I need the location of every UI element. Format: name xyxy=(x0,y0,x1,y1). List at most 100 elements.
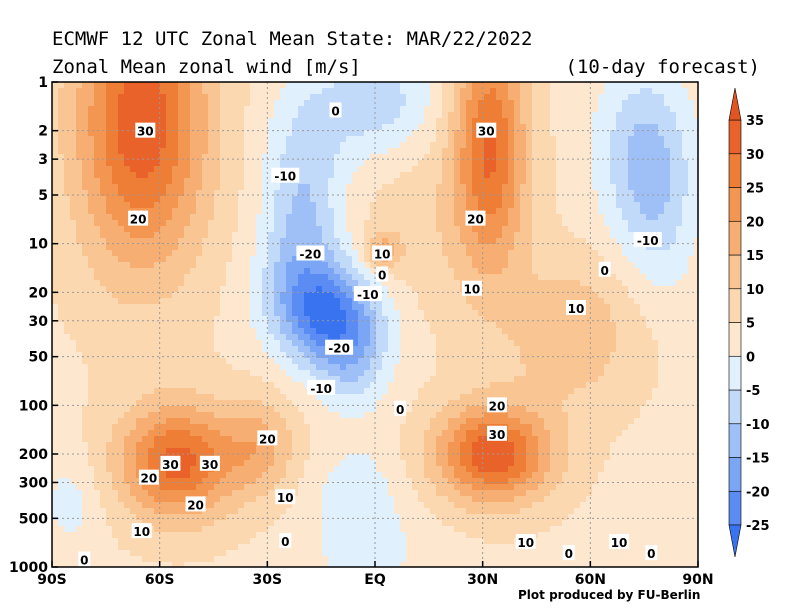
field-cell xyxy=(340,520,347,527)
field-cell xyxy=(94,268,101,275)
field-cell xyxy=(316,526,323,533)
field-cell xyxy=(130,346,137,353)
field-cell xyxy=(166,496,173,503)
field-cell xyxy=(214,190,221,197)
field-cell xyxy=(106,544,113,551)
field-cell xyxy=(268,484,275,491)
field-cell xyxy=(100,430,107,437)
field-cell xyxy=(340,262,347,269)
field-cell xyxy=(112,166,119,173)
field-cell xyxy=(364,178,371,185)
field-cell xyxy=(64,352,71,359)
field-cell xyxy=(166,238,173,245)
field-cell xyxy=(256,400,263,407)
field-cell xyxy=(70,184,77,191)
field-cell xyxy=(250,526,257,533)
field-cell xyxy=(58,232,65,239)
field-cell xyxy=(316,430,323,437)
field-cell xyxy=(106,292,113,299)
field-cell xyxy=(298,406,305,413)
field-cell xyxy=(100,382,107,389)
field-cell xyxy=(160,256,167,263)
field-cell xyxy=(142,250,149,257)
field-cell xyxy=(94,124,101,131)
field-cell xyxy=(280,514,287,521)
field-cell xyxy=(406,112,413,119)
field-cell xyxy=(208,520,215,527)
field-cell xyxy=(226,268,233,275)
field-cell xyxy=(118,208,125,215)
field-cell xyxy=(232,88,239,95)
field-cell xyxy=(322,118,329,125)
field-cell xyxy=(208,286,215,293)
field-cell xyxy=(226,262,233,269)
field-cell xyxy=(88,496,95,503)
field-cell xyxy=(76,472,83,479)
field-cell xyxy=(208,562,215,567)
field-cell xyxy=(148,118,155,125)
field-cell xyxy=(268,154,275,161)
field-cell xyxy=(328,208,335,215)
field-cell xyxy=(232,352,239,359)
field-cell xyxy=(250,142,257,149)
field-cell xyxy=(220,478,227,485)
field-cell xyxy=(58,214,65,221)
field-cell xyxy=(88,232,95,239)
field-cell xyxy=(382,214,389,221)
field-cell xyxy=(172,352,179,359)
field-cell xyxy=(214,370,221,377)
field-cell xyxy=(142,106,149,113)
field-cell xyxy=(298,508,305,515)
field-cell xyxy=(388,124,395,131)
field-cell xyxy=(208,538,215,545)
field-cell xyxy=(178,352,185,359)
field-cell xyxy=(82,304,89,311)
field-cell xyxy=(112,406,119,413)
field-cell xyxy=(166,448,173,455)
field-cell xyxy=(160,100,167,107)
field-cell xyxy=(196,298,203,305)
field-cell xyxy=(166,130,173,137)
field-cell xyxy=(184,268,191,275)
field-cell xyxy=(382,484,389,491)
field-cell xyxy=(166,328,173,335)
field-cell xyxy=(184,358,191,365)
field-cell xyxy=(76,358,83,365)
field-cell xyxy=(130,310,137,317)
field-cell xyxy=(94,196,101,203)
field-cell xyxy=(256,238,263,245)
field-cell xyxy=(160,94,167,101)
field-cell xyxy=(106,82,113,89)
field-cell xyxy=(412,538,419,545)
field-cell xyxy=(238,430,245,437)
field-cell xyxy=(124,226,131,233)
field-cell xyxy=(142,538,149,545)
field-cell xyxy=(58,142,65,149)
field-cell xyxy=(136,262,143,269)
field-cell xyxy=(190,358,197,365)
field-cell xyxy=(370,346,377,353)
field-cell xyxy=(274,274,281,281)
field-cell xyxy=(238,238,245,245)
field-cell xyxy=(112,112,119,119)
field-cell xyxy=(280,118,287,125)
field-cell xyxy=(244,448,251,455)
field-cell xyxy=(52,388,59,395)
field-cell xyxy=(70,316,77,323)
field-cell xyxy=(100,448,107,455)
field-cell xyxy=(352,244,359,251)
field-cell xyxy=(220,262,227,269)
field-cell xyxy=(136,436,143,443)
field-cell xyxy=(100,232,107,239)
field-cell xyxy=(178,88,185,95)
field-cell xyxy=(316,418,323,425)
field-cell xyxy=(376,226,383,233)
field-cell xyxy=(88,82,95,89)
field-cell xyxy=(112,292,119,299)
field-cell xyxy=(154,520,161,527)
field-cell xyxy=(292,370,299,377)
field-cell xyxy=(346,178,353,185)
field-cell xyxy=(250,166,257,173)
field-cell xyxy=(370,112,377,119)
field-cell xyxy=(190,250,197,257)
